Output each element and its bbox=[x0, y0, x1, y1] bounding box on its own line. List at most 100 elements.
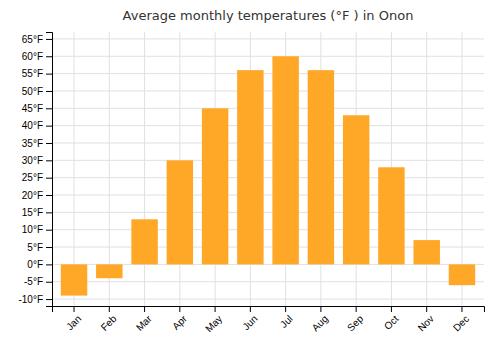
y-grid-line bbox=[52, 142, 484, 143]
y-grid-line bbox=[52, 108, 484, 109]
x-tick-label: Nov bbox=[416, 313, 436, 333]
x-tick-mark bbox=[320, 306, 321, 312]
bar bbox=[167, 160, 193, 264]
y-grid-line bbox=[52, 212, 484, 213]
y-tick: 15°F bbox=[22, 207, 52, 218]
x-tick: Oct bbox=[382, 306, 401, 332]
y-tick-mark bbox=[46, 282, 52, 283]
x-tick: Feb bbox=[99, 306, 119, 333]
y-grid-line bbox=[52, 38, 484, 39]
y-tick: 50°F bbox=[22, 86, 52, 97]
y-tick-label: 45°F bbox=[22, 103, 43, 114]
y-grid-line bbox=[52, 160, 484, 161]
y-tick-mark bbox=[46, 108, 52, 109]
x-grid-line bbox=[144, 32, 145, 306]
y-axis-line bbox=[46, 33, 53, 307]
bar bbox=[378, 167, 404, 264]
x-tick-label: Sep bbox=[345, 313, 366, 334]
y-tick: 0°F bbox=[27, 259, 52, 270]
y-tick-mark bbox=[46, 299, 52, 300]
bars bbox=[61, 56, 475, 295]
y-tick-label: 10°F bbox=[22, 224, 43, 235]
y-tick-mark bbox=[46, 143, 52, 144]
y-tick-label: 40°F bbox=[22, 120, 43, 131]
y-tick-label: 50°F bbox=[22, 86, 43, 97]
y-tick: 55°F bbox=[22, 68, 52, 79]
x-axis: Jan Feb Mar Apr May Jun Jul Aug Sep Oct Nov Dec bbox=[53, 306, 485, 334]
chart: Jan Feb Mar Apr May Jun Jul Aug Sep Oct Nov Dec -10°… bbox=[0, 0, 500, 350]
y-tick-mark bbox=[46, 264, 52, 265]
bar bbox=[308, 70, 334, 264]
y-grid-line bbox=[52, 177, 484, 178]
y-tick-label: 15°F bbox=[22, 207, 43, 218]
x-tick-mark bbox=[285, 306, 286, 312]
y-tick-mark bbox=[46, 247, 52, 248]
x-grid-line bbox=[426, 32, 427, 306]
y-tick-mark bbox=[46, 178, 52, 179]
y-tick: 10°F bbox=[22, 224, 52, 235]
x-tick: Dec bbox=[451, 306, 471, 333]
bar bbox=[449, 264, 475, 285]
x-tick-mark bbox=[215, 306, 216, 312]
x-tick: Apr bbox=[170, 306, 189, 332]
y-grid-line bbox=[52, 90, 484, 91]
x-tick-label: Oct bbox=[382, 313, 401, 332]
x-tick-mark bbox=[179, 306, 180, 312]
y-tick-mark bbox=[46, 39, 52, 40]
y-tick-label: 30°F bbox=[22, 155, 43, 166]
bar bbox=[202, 108, 228, 264]
x-tick-label: Mar bbox=[134, 313, 154, 333]
x-tick-label: Aug bbox=[310, 313, 330, 333]
x-tick-label: Apr bbox=[170, 313, 189, 332]
y-tick: 65°F bbox=[22, 34, 52, 45]
x-tick-label: Feb bbox=[99, 313, 119, 333]
y-tick-mark bbox=[46, 212, 52, 213]
x-tick: May bbox=[203, 306, 224, 334]
y-tick-label: 65°F bbox=[22, 34, 43, 45]
grid bbox=[52, 32, 484, 306]
bar bbox=[272, 56, 298, 264]
y-tick-label: -10°F bbox=[18, 294, 43, 305]
y-tick-mark bbox=[46, 91, 52, 92]
x-tick: Nov bbox=[416, 306, 436, 333]
y-tick-label: 60°F bbox=[22, 51, 43, 62]
bar bbox=[96, 264, 122, 278]
bar bbox=[237, 70, 263, 264]
y-tick-mark bbox=[46, 126, 52, 127]
y-tick-mark bbox=[46, 195, 52, 196]
y-tick: 20°F bbox=[22, 190, 52, 201]
x-tick-mark bbox=[74, 306, 75, 312]
bar bbox=[61, 264, 87, 295]
y-tick: -5°F bbox=[24, 276, 52, 287]
y-axis: -10°F-5°F0°F5°F10°F15°F20°F25°F30°F35°F4… bbox=[18, 33, 52, 307]
y-tick: 30°F bbox=[22, 155, 52, 166]
y-grid-line bbox=[52, 299, 484, 300]
x-tick-mark bbox=[250, 306, 251, 312]
x-tick-mark bbox=[461, 306, 462, 312]
y-tick-mark bbox=[46, 230, 52, 231]
y-tick-label: 0°F bbox=[27, 259, 43, 270]
x-tick-mark bbox=[426, 306, 427, 312]
x-tick: Mar bbox=[134, 306, 154, 333]
x-tick: Jan bbox=[64, 306, 83, 332]
y-tick: -10°F bbox=[18, 294, 52, 305]
title: Average monthly temperatures (°F ) in On… bbox=[123, 8, 414, 23]
y-tick: 60°F bbox=[22, 51, 52, 62]
x-tick-label: Jun bbox=[240, 313, 259, 332]
y-tick: 45°F bbox=[22, 103, 52, 114]
x-tick-label: May bbox=[203, 313, 224, 334]
x-axis-line bbox=[53, 307, 485, 313]
x-tick-mark bbox=[391, 306, 392, 312]
bar bbox=[131, 219, 157, 264]
y-grid-line bbox=[52, 229, 484, 230]
y-grid-line bbox=[52, 281, 484, 282]
y-tick: 5°F bbox=[27, 242, 52, 253]
y-grid-line bbox=[52, 195, 484, 196]
x-tick-mark bbox=[144, 306, 145, 312]
plot: Jan Feb Mar Apr May Jun Jul Aug Sep Oct Nov Dec -10°… bbox=[18, 32, 484, 334]
x-tick-mark bbox=[356, 306, 357, 312]
x-tick: Jun bbox=[240, 306, 259, 332]
y-tick: 25°F bbox=[22, 172, 52, 183]
x-tick: Jul bbox=[278, 306, 295, 330]
y-tick: 40°F bbox=[22, 120, 52, 131]
